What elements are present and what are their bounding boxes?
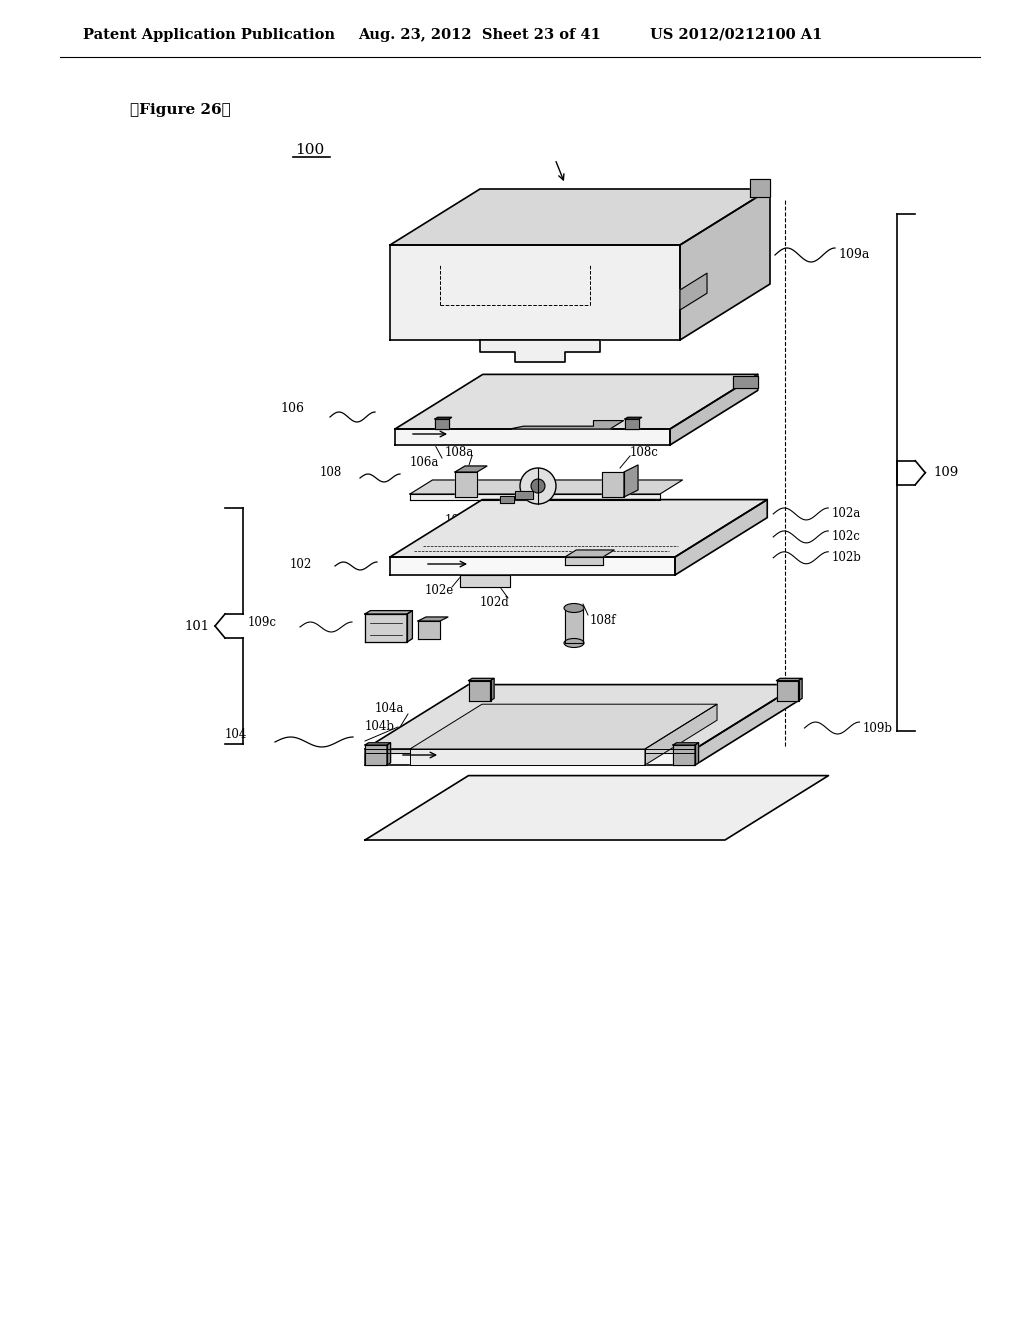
Text: 104a: 104a: [375, 702, 404, 715]
Text: 102d: 102d: [480, 597, 510, 610]
Polygon shape: [390, 246, 680, 341]
Text: 109a: 109a: [838, 248, 869, 261]
Polygon shape: [365, 743, 390, 744]
Text: 104: 104: [225, 729, 248, 742]
Polygon shape: [565, 609, 583, 643]
Polygon shape: [480, 341, 600, 362]
Text: 109c: 109c: [248, 616, 278, 630]
Text: 108a: 108a: [445, 446, 474, 458]
Text: 102b: 102b: [831, 552, 861, 564]
Polygon shape: [435, 417, 452, 418]
Polygon shape: [624, 465, 638, 498]
Polygon shape: [680, 273, 707, 310]
Text: Aug. 23, 2012  Sheet 23 of 41: Aug. 23, 2012 Sheet 23 of 41: [358, 28, 601, 42]
Polygon shape: [776, 681, 799, 701]
Polygon shape: [365, 748, 410, 752]
Polygon shape: [799, 678, 802, 701]
Text: 108f: 108f: [590, 614, 616, 627]
Polygon shape: [410, 480, 683, 494]
Polygon shape: [460, 576, 510, 587]
Polygon shape: [387, 743, 390, 766]
Text: 100: 100: [295, 143, 325, 157]
Polygon shape: [673, 744, 695, 766]
Polygon shape: [365, 748, 695, 766]
Polygon shape: [365, 685, 799, 748]
Polygon shape: [390, 189, 770, 246]
Text: 102e: 102e: [425, 585, 455, 598]
Polygon shape: [410, 704, 717, 748]
Polygon shape: [625, 418, 639, 429]
Polygon shape: [390, 499, 767, 557]
Polygon shape: [469, 681, 490, 701]
Text: 108: 108: [319, 466, 342, 479]
Polygon shape: [395, 375, 758, 429]
Polygon shape: [435, 418, 449, 429]
Polygon shape: [410, 494, 660, 500]
Polygon shape: [673, 743, 698, 744]
Ellipse shape: [520, 469, 556, 504]
Polygon shape: [776, 678, 802, 681]
Text: 106a: 106a: [410, 457, 439, 470]
Text: 101: 101: [185, 619, 210, 632]
Text: 108e: 108e: [445, 513, 474, 527]
Ellipse shape: [564, 639, 584, 648]
Text: 102: 102: [290, 557, 312, 570]
Polygon shape: [500, 496, 514, 503]
Ellipse shape: [564, 603, 584, 612]
Polygon shape: [365, 614, 407, 642]
Polygon shape: [510, 421, 624, 429]
Text: Patent Application Publication: Patent Application Publication: [83, 28, 335, 42]
Polygon shape: [565, 557, 603, 565]
Text: 109: 109: [933, 466, 958, 479]
Text: 109b: 109b: [862, 722, 893, 734]
Polygon shape: [410, 748, 645, 766]
Polygon shape: [418, 620, 440, 639]
Polygon shape: [680, 189, 770, 341]
Ellipse shape: [531, 479, 545, 492]
Text: 108c: 108c: [630, 446, 658, 458]
Polygon shape: [418, 616, 449, 620]
Polygon shape: [390, 557, 675, 576]
Polygon shape: [565, 550, 614, 557]
Polygon shape: [602, 473, 624, 498]
Text: 102c: 102c: [831, 531, 860, 544]
Text: 【Figure 26】: 【Figure 26】: [130, 103, 230, 117]
Polygon shape: [733, 376, 758, 388]
Polygon shape: [490, 678, 495, 701]
Polygon shape: [455, 473, 477, 498]
Text: 102a: 102a: [831, 507, 860, 520]
Polygon shape: [695, 685, 799, 766]
Polygon shape: [455, 466, 487, 473]
Polygon shape: [515, 491, 534, 499]
Polygon shape: [395, 429, 670, 445]
Text: 104b: 104b: [365, 721, 395, 734]
Polygon shape: [365, 611, 413, 614]
Text: 108b: 108b: [480, 506, 510, 519]
Polygon shape: [365, 744, 387, 766]
Polygon shape: [365, 776, 828, 840]
Polygon shape: [407, 611, 413, 642]
Polygon shape: [645, 748, 695, 752]
Polygon shape: [645, 704, 717, 766]
Polygon shape: [670, 375, 758, 445]
Polygon shape: [695, 743, 698, 766]
Text: 106: 106: [280, 403, 304, 416]
Polygon shape: [675, 499, 767, 576]
Polygon shape: [625, 417, 642, 418]
Polygon shape: [750, 180, 770, 197]
Text: US 2012/0212100 A1: US 2012/0212100 A1: [650, 28, 822, 42]
Polygon shape: [469, 678, 495, 681]
